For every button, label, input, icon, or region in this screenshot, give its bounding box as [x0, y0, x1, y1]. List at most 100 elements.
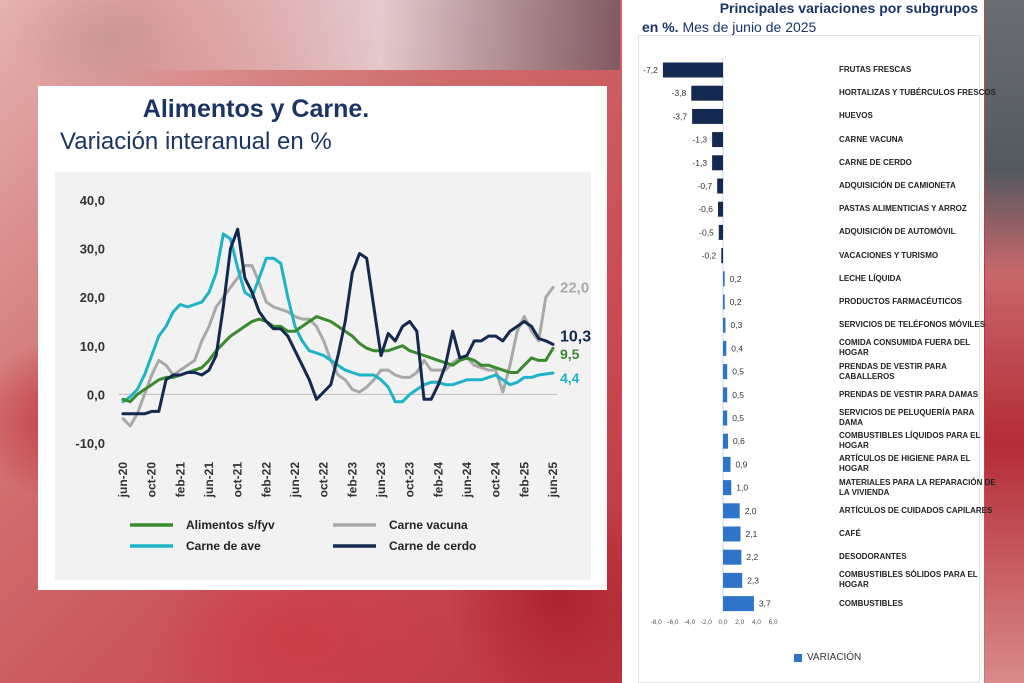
x-tick-label: jun-21 [202, 462, 216, 499]
bar-cafe [723, 526, 741, 542]
bar-value-label: 2,3 [747, 575, 759, 585]
bar-carne-de-cerdo [712, 155, 723, 171]
background-photo-top [140, 0, 620, 70]
y-tick-label: 0,0 [87, 387, 105, 402]
category-label: SERVICIOS DE PELUQUERÍA PARA DAMA [839, 408, 975, 427]
x-axis-tick-label: 2,0 [735, 619, 744, 626]
bar-value-label: 3,7 [759, 599, 771, 609]
category-label: VACACIONES Y TURISMO [839, 250, 939, 260]
bar-comida-consumida-fuera-del-hogar [723, 340, 727, 356]
x-tick-label: jun-24 [460, 462, 474, 499]
bar-materiales-para-la-reparacion-de-la-vivienda [723, 480, 732, 496]
category-label: ADQUISICIÓN DE AUTOMÓVIL [839, 227, 956, 237]
category-label: ARTÍCULOS DE HIGIENE PARA EL HOGAR [839, 454, 971, 474]
series-line-alimentos-s-fyv [121, 315, 555, 404]
x-tick-label: feb-21 [173, 462, 187, 498]
category-label: SERVICIOS DE TELÉFONOS MÓVILES [839, 320, 986, 330]
bar-value-label: -0,5 [699, 227, 714, 237]
bar-articulos-de-higiene-para-el-hogar [723, 456, 731, 472]
category-label: MATERIALES PARA LA REPARACIÓN DE LA VIVI… [839, 477, 996, 497]
subgroup-variation-panel: Principales variaciones por subgrupos en… [622, 0, 996, 683]
bar-vacaciones-y-turismo [721, 248, 723, 264]
bar-value-label: 0,2 [730, 297, 742, 307]
bar-value-label: 2,0 [745, 506, 757, 516]
x-tick-label: jun-22 [288, 462, 302, 499]
bar-combustibles-solidos-para-el-hogar [723, 572, 743, 588]
legend-label: Carne vacuna [389, 518, 468, 532]
bar-value-label: 1,0 [736, 483, 748, 493]
bar-value-label: 0,9 [736, 459, 748, 469]
bar-hortalizas-y-tuberculos-frescos [691, 85, 723, 101]
series-line-carne-de-ave [121, 232, 555, 404]
legend-item-carne-de-ave: Carne de ave [130, 539, 261, 553]
y-tick-label: -10,0 [75, 436, 105, 451]
bar-value-label: 0,3 [731, 320, 743, 330]
category-label: PASTAS ALIMENTICIAS Y ARROZ [839, 204, 967, 214]
x-tick-label: jun-25 [546, 462, 560, 499]
bar-value-label: -1,3 [692, 135, 707, 145]
bar-desodorantes [723, 549, 742, 565]
end-label-carne-de-ave: 4,4 [560, 370, 580, 386]
bar-value-label: 2,1 [746, 529, 758, 539]
bar-prendas-de-vestir-para-caballeros [723, 364, 728, 380]
x-tick-label: jun-23 [374, 462, 388, 499]
series-line-carne-vacuna [121, 264, 555, 428]
x-axis-tick-label: 4,0 [752, 619, 761, 626]
x-tick-label: feb-25 [517, 462, 531, 498]
x-tick-label: feb-24 [431, 462, 445, 498]
legend-label: Carne de cerdo [389, 539, 476, 553]
x-axis-tick-label: -2,0 [701, 619, 713, 626]
x-tick-label: oct-20 [145, 462, 159, 498]
category-label: COMBUSTIBLES SÓLIDOS PARA EL HOGAR [839, 570, 978, 590]
bar-value-label: -3,8 [672, 88, 687, 98]
bar-chart-subtitle-rest: Mes de junio de 2025 [678, 19, 817, 35]
bar-servicios-de-telefonos-moviles [723, 317, 726, 333]
chart-subtitle: Variación interanual en % [60, 128, 332, 155]
y-tick-label: 10,0 [80, 339, 105, 354]
x-tick-label: jun-20 [116, 462, 130, 499]
category-label: DESODORANTES [839, 552, 907, 562]
end-label-carne-vacuna: 22,0 [560, 279, 589, 296]
x-tick-label: oct-24 [489, 462, 503, 498]
bar-legend: VARIACIÓN [794, 652, 861, 663]
x-axis-tick-label: 6,0 [769, 619, 778, 626]
y-tick-label: 20,0 [80, 290, 105, 305]
bar-carne-vacuna [712, 132, 723, 148]
x-tick-label: feb-23 [345, 462, 359, 498]
category-label: COMBUSTIBLES [839, 598, 903, 608]
x-axis-tick-label: -4,0 [684, 619, 696, 626]
category-label: PRENDAS DE VESTIR PARA DAMAS [839, 389, 979, 399]
bar-adquisicion-de-camioneta [717, 178, 723, 194]
category-label: HORTALIZAS Y TUBÉRCULOS FRESCOS [839, 88, 996, 98]
category-label: ADQUISICIÓN DE CAMIONETA [839, 181, 956, 190]
bar-servicios-de-peluqueria-para-dama [723, 410, 728, 426]
food-meat-chart-panel: Alimentos y Carne. Variación interanual … [38, 86, 607, 590]
x-tick-label: oct-22 [317, 462, 331, 498]
end-label-carne-de-cerdo: 10,3 [560, 328, 591, 345]
series-line-carne-de-cerdo [121, 227, 555, 416]
category-label: CARNE DE CERDO [839, 157, 912, 167]
bar-chart-subtitle: en %. Mes de junio de 2025 [642, 19, 816, 35]
category-label: FRUTAS FRESCAS [839, 65, 912, 74]
bar-legend-swatch [794, 653, 802, 662]
x-axis-tick-label: -8,0 [651, 619, 663, 626]
background-photo-right [985, 0, 1024, 683]
bar-value-label: -0,7 [698, 181, 713, 191]
category-label: HUEVOS [839, 111, 873, 121]
bar-value-label: 0,2 [730, 274, 742, 284]
bar-adquisicion-de-automovil [718, 224, 723, 240]
bar-value-label: -0,2 [702, 251, 717, 261]
bar-chart-subtitle-bold: en %. [642, 19, 679, 35]
bar-combustibles-liquidos-para-el-hogar [723, 433, 728, 449]
bar-value-label: 0,4 [731, 343, 743, 353]
category-label: CARNE VACUNA [839, 134, 904, 144]
x-tick-label: feb-22 [259, 462, 273, 498]
bar-value-label: 0,5 [732, 367, 744, 377]
x-axis-tick-label: -6,0 [667, 619, 679, 626]
category-label: PRENDAS DE VESTIR PARA CABALLEROS [839, 361, 947, 381]
bar-articulos-de-cuidados-capilares [723, 503, 740, 519]
bar-value-label: -0,6 [698, 204, 713, 214]
chart-title: Alimentos y Carne. [142, 95, 370, 123]
bar-value-label: -1,3 [692, 158, 707, 168]
bar-pastas-alimenticias-y-arroz [718, 201, 723, 217]
